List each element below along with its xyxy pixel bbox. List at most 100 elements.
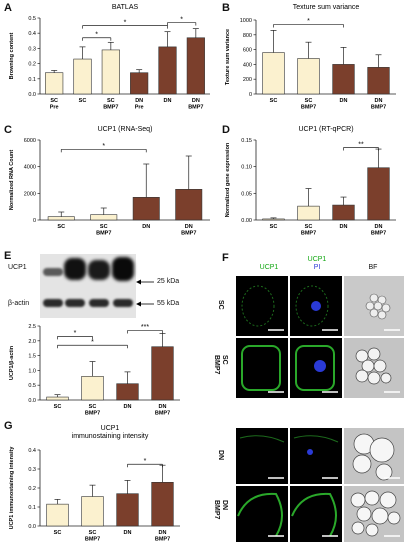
bar-g-3 [151, 481, 174, 527]
bar-e-1 [81, 376, 104, 401]
x-tick-label-d-1-0: SC [305, 224, 313, 230]
y-tick-label-b-2: 400 [243, 62, 252, 68]
x-tick-label-d-3-0: DN [375, 224, 383, 230]
bar-e-0 [46, 396, 69, 401]
bar-c-0 [47, 216, 75, 221]
significance-label-b-0: * [307, 18, 310, 25]
y-tick-label-b-1: 200 [243, 77, 252, 83]
panel-letter-d: D [222, 124, 230, 136]
y-tick-label-c-2: 4000 [24, 165, 36, 171]
chart-texture-sum-variance: Texture sum variance Texture sum variance… [225, 4, 396, 111]
y-tick-label-c-3: 6000 [24, 138, 36, 144]
micro-tile-dn-merge [290, 428, 342, 484]
bar-c-3 [175, 189, 203, 221]
bar-b-3 [367, 67, 390, 95]
blot-band-ucp1-3 [88, 260, 110, 280]
blot-band-actin-2 [65, 299, 85, 307]
micro-tile-dn-bmp7-ucp1 [236, 486, 288, 542]
x-tick-label-g-1-0: SC [89, 530, 97, 536]
x-tick-label-a-4-0: DN [164, 98, 172, 104]
micro-tile-sc-bmp7-ucp1 [236, 338, 288, 398]
bar-d-2 [332, 204, 355, 221]
blot-band-actin-3 [89, 299, 109, 307]
significance-label-g-0: * [144, 458, 147, 465]
x-tick-label-g-3-0: DN [159, 530, 167, 536]
x-tick-label-b-1-1: BMP7 [301, 105, 316, 111]
y-tick-label-a-3: 0.3 [28, 46, 36, 52]
x-tick-label-e-3-0: DN [159, 404, 167, 410]
y-axis-label-d: Normalized gene expression [225, 142, 231, 217]
bar-c-1 [90, 214, 118, 221]
micro-col-merge-pi: PI [313, 264, 321, 271]
bar-c-2 [132, 197, 160, 221]
bar-a-3 [130, 72, 149, 95]
x-tick-label-c-1-1: BMP7 [96, 231, 111, 237]
x-tick-label-d-1-1: BMP7 [301, 231, 316, 237]
x-tick-label-d-3-1: BMP7 [371, 231, 386, 237]
y-tick-label-g-0: 0.0 [28, 524, 36, 530]
micro-tile-sc-bmp7-bf [344, 338, 404, 398]
x-tick-label-c-3-1: BMP7 [181, 231, 196, 237]
y-tick-label-d-3: 0.15 [241, 138, 252, 144]
micro-row-sc-bmp7: SC BMP7 [212, 355, 228, 374]
chart-title-d-line1: UCP1 (RT-qPCR) [298, 126, 353, 133]
x-tick-label-g-3-1: BMP7 [155, 537, 170, 543]
panel-letter-e: E [4, 250, 12, 262]
x-tick-label-g-1-1: BMP7 [85, 537, 100, 543]
blot-band-ucp1-2 [64, 258, 86, 280]
chart-title-g-line1: UCP1 [101, 425, 120, 432]
x-tick-label-c-3-0: DN [185, 224, 193, 230]
y-tick-label-e-2: 1.0 [28, 368, 36, 374]
micro-tile-dn-bf [344, 428, 404, 484]
micro-col-merge: UCP1 PI [292, 256, 342, 272]
y-tick-label-e-1: 0.5 [28, 383, 36, 389]
y-tick-label-a-4: 0.4 [28, 31, 36, 37]
bar-g-0 [46, 503, 69, 527]
bar-d-1 [297, 205, 320, 221]
bar-e-3 [151, 346, 174, 401]
blot-band-actin-4 [113, 299, 133, 307]
y-tick-label-g-4: 0.4 [28, 448, 36, 454]
micro-tile-sc-merge [290, 276, 342, 336]
y-tick-label-b-3: 600 [243, 48, 252, 54]
y-tick-label-b-5: 1000 [240, 18, 252, 24]
x-tick-label-e-0-0: SC [54, 404, 62, 410]
y-tick-label-g-3: 0.3 [28, 467, 36, 473]
x-tick-label-e-3-1: BMP7 [155, 411, 170, 417]
y-tick-label-b-0: 0 [249, 92, 252, 98]
significance-label-e-2: *** [141, 324, 149, 331]
y-tick-label-b-4: 800 [243, 33, 252, 39]
bar-a-4 [158, 46, 177, 95]
y-tick-label-a-0: 0.0 [28, 92, 36, 98]
blot-label-ucp1: UCP1 [8, 264, 27, 271]
significance-label-e-0: * [91, 339, 94, 346]
chart-batlas: BATLAS Browning content 0.0 0.1 0.2 0.3 0.4 0.5… [9, 4, 210, 111]
chart-title-b-line1: Texture sum variance [293, 4, 360, 11]
x-tick-label-a-0-0: SC [50, 98, 58, 104]
panel-letter-f: F [222, 252, 229, 264]
x-tick-label-a-5-0: DN [192, 98, 200, 104]
y-tick-label-a-5: 0.5 [28, 16, 36, 22]
chart-title-a-line1: BATLAS [112, 4, 139, 11]
kda-label-25: 25 kDa [157, 278, 180, 285]
blot-band-ucp1-4 [112, 257, 134, 281]
bar-d-0 [262, 218, 285, 221]
x-tick-label-b-1-0: SC [305, 98, 313, 104]
chart-title-g-line2: immunostaining intensity [72, 433, 149, 440]
y-tick-label-d-2: 0.10 [241, 165, 252, 171]
bar-b-2 [332, 64, 355, 95]
micro-col-ucp1: UCP1 [259, 264, 279, 271]
x-tick-label-g-0-0: SC [54, 530, 62, 536]
bar-a-2 [101, 49, 120, 95]
x-tick-label-d-2-0: DN [340, 224, 348, 230]
x-tick-label-a-1-0: SC [79, 98, 87, 104]
bar-d-3 [367, 167, 390, 221]
significance-label-a-1: * [124, 19, 127, 26]
micro-tile-sc-bf [344, 276, 404, 336]
y-axis-label-a: Browning content [9, 32, 15, 79]
micro-tile-dn-bmp7-merge [290, 486, 342, 542]
micro-row-dn-bmp7-line2: BMP7 [213, 500, 220, 520]
significance-label-a-0: * [95, 32, 98, 39]
blot-band-actin-1 [43, 299, 63, 307]
